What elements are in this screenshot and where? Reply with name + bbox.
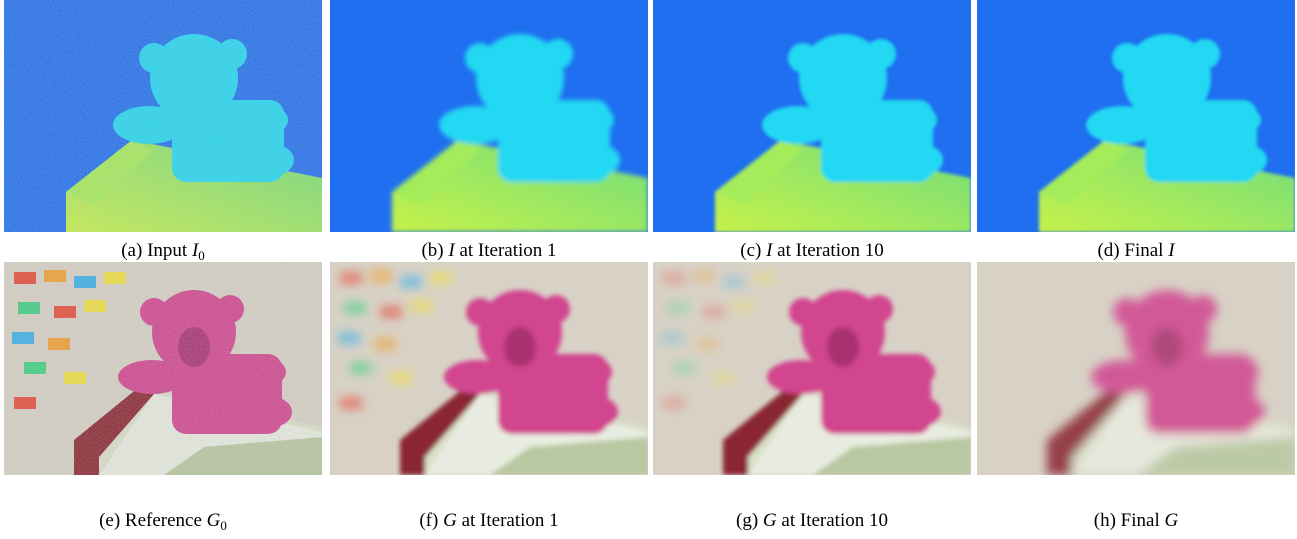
caption-var: G: [1164, 510, 1179, 531]
caption-after: at Iteration 1: [454, 240, 557, 261]
caption-after: at Iteration 10: [776, 510, 888, 531]
caption-sub: 0: [198, 248, 205, 263]
caption: (b) I at Iteration 1: [330, 240, 648, 262]
caption-before: (e) Reference: [99, 510, 207, 531]
caption-var: G: [443, 510, 457, 531]
caption: (d) Final I: [977, 240, 1295, 262]
caption: (g) G at Iteration 10: [653, 510, 971, 532]
caption-before: (d) Final: [1097, 240, 1169, 261]
caption-before: (c): [740, 240, 767, 261]
depth-final: [977, 0, 1295, 232]
caption-before: (f): [419, 510, 444, 531]
caption-var: G: [762, 510, 777, 531]
caption: (a) Input I0: [4, 240, 322, 264]
guide-final: [977, 262, 1295, 475]
caption: (c) I at Iteration 10: [653, 240, 971, 262]
guide-iter-1: [330, 262, 648, 475]
depth-iter-1: [330, 0, 648, 232]
caption-before: (g): [736, 510, 763, 531]
caption-after: at Iteration 10: [772, 240, 884, 261]
caption: (f) G at Iteration 1: [330, 510, 648, 532]
caption-var: I: [766, 240, 773, 261]
depth-iter-10: [653, 0, 971, 232]
caption: (h) Final G: [977, 510, 1295, 532]
caption-before: (b): [421, 240, 449, 261]
caption: (e) Reference G0: [4, 510, 322, 534]
caption-var: I: [448, 240, 455, 261]
caption-before: (a) Input: [121, 240, 192, 261]
caption-before: (h) Final: [1093, 510, 1165, 531]
caption-var: G: [206, 510, 221, 531]
caption-var: I: [1168, 240, 1175, 261]
caption-sub: 0: [220, 518, 227, 533]
caption-var: I: [191, 240, 199, 261]
guide-iter-10: [653, 262, 971, 475]
reference-color: [4, 262, 322, 475]
input-depth: [4, 0, 322, 232]
caption-after: at Iteration 1: [456, 510, 559, 531]
